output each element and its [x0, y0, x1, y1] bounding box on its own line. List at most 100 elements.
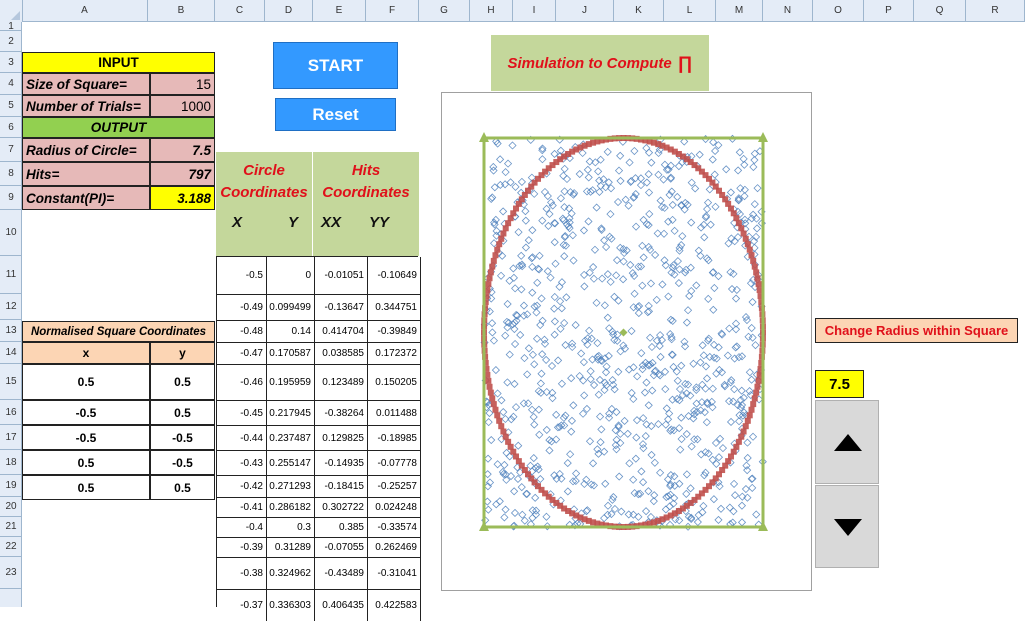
coord-cell[interactable]: -0.38: [217, 558, 267, 590]
column-header-l[interactable]: L: [664, 0, 716, 22]
coord-cell[interactable]: 0.31289: [267, 538, 315, 558]
row-header-16[interactable]: 16: [0, 400, 22, 425]
coord-cell[interactable]: -0.31041: [368, 558, 421, 590]
coord-cell[interactable]: 0.302722: [315, 498, 368, 518]
coord-cell[interactable]: 0.406435: [315, 590, 368, 621]
row-header-5[interactable]: 5: [0, 95, 22, 117]
column-header-a[interactable]: A: [22, 0, 148, 22]
coord-cell[interactable]: 0.129825: [315, 426, 368, 451]
column-header-b[interactable]: B: [148, 0, 215, 22]
coord-cell[interactable]: 0: [267, 257, 315, 295]
coord-cell[interactable]: 0.038585: [315, 343, 368, 365]
coord-cell[interactable]: 0.286182: [267, 498, 315, 518]
row-header-19[interactable]: 19: [0, 475, 22, 497]
normalised-cell[interactable]: 0.5: [22, 475, 150, 500]
constant-pi-value[interactable]: 3.188: [150, 186, 215, 210]
select-all-corner[interactable]: [0, 0, 23, 22]
size-of-square-value[interactable]: 15: [150, 73, 215, 95]
column-header-k[interactable]: K: [614, 0, 664, 22]
row-header-20[interactable]: 20: [0, 497, 22, 517]
coord-cell[interactable]: 0.024248: [368, 498, 421, 518]
coord-cell[interactable]: -0.49: [217, 295, 267, 321]
row-header-22[interactable]: 22: [0, 537, 22, 557]
coord-cell[interactable]: -0.07778: [368, 451, 421, 476]
coord-cell[interactable]: 0.172372: [368, 343, 421, 365]
row-header-6[interactable]: 6: [0, 117, 22, 138]
column-header-e[interactable]: E: [313, 0, 366, 22]
coord-cell[interactable]: -0.37: [217, 590, 267, 621]
coord-cell[interactable]: 0.324962: [267, 558, 315, 590]
coord-cell[interactable]: 0.011488: [368, 401, 421, 426]
number-of-trials-value[interactable]: 1000: [150, 95, 215, 117]
column-header-n[interactable]: N: [763, 0, 813, 22]
coord-cell[interactable]: -0.43: [217, 451, 267, 476]
row-header-11[interactable]: 11: [0, 256, 22, 294]
reset-button[interactable]: Reset: [275, 98, 396, 131]
row-header-18[interactable]: 18: [0, 450, 22, 475]
coord-cell[interactable]: 0.255147: [267, 451, 315, 476]
coord-cell[interactable]: -0.18985: [368, 426, 421, 451]
row-header-15[interactable]: 15: [0, 364, 22, 400]
coord-cell[interactable]: 0.170587: [267, 343, 315, 365]
row-header-21[interactable]: 21: [0, 517, 22, 537]
coord-cell[interactable]: -0.45: [217, 401, 267, 426]
row-header-4[interactable]: 4: [0, 73, 22, 95]
normalised-cell[interactable]: -0.5: [22, 425, 150, 450]
coord-cell[interactable]: 0.217945: [267, 401, 315, 426]
row-header-17[interactable]: 17: [0, 425, 22, 450]
normalised-cell[interactable]: -0.5: [22, 400, 150, 425]
simulation-chart[interactable]: [441, 92, 812, 591]
coord-cell[interactable]: 0.3: [267, 518, 315, 538]
row-header-23[interactable]: 23: [0, 557, 22, 589]
start-button[interactable]: START: [273, 42, 398, 89]
normalised-cell[interactable]: 0.5: [150, 400, 215, 425]
row-header-3[interactable]: 3: [0, 52, 22, 73]
column-header-o[interactable]: O: [813, 0, 864, 22]
coord-cell[interactable]: 0.336303: [267, 590, 315, 621]
coord-cell[interactable]: -0.14935: [315, 451, 368, 476]
coord-cell[interactable]: 0.237487: [267, 426, 315, 451]
column-header-r[interactable]: R: [966, 0, 1025, 22]
coord-cell[interactable]: -0.10649: [368, 257, 421, 295]
radius-of-circle-value[interactable]: 7.5: [150, 138, 215, 162]
coord-cell[interactable]: 0.262469: [368, 538, 421, 558]
coord-cell[interactable]: -0.41: [217, 498, 267, 518]
coord-cell[interactable]: 0.414704: [315, 321, 368, 343]
row-header-13[interactable]: 13: [0, 320, 22, 342]
column-header-h[interactable]: H: [470, 0, 513, 22]
coord-cell[interactable]: -0.07055: [315, 538, 368, 558]
coord-cell[interactable]: -0.48: [217, 321, 267, 343]
coord-cell[interactable]: 0.195959: [267, 365, 315, 401]
column-header-q[interactable]: Q: [914, 0, 966, 22]
coord-cell[interactable]: -0.33574: [368, 518, 421, 538]
coord-cell[interactable]: -0.38264: [315, 401, 368, 426]
coord-cell[interactable]: 0.344751: [368, 295, 421, 321]
column-header-j[interactable]: J: [556, 0, 614, 22]
radius-down-button[interactable]: [815, 485, 879, 568]
coord-cell[interactable]: -0.4: [217, 518, 267, 538]
column-header-p[interactable]: P: [864, 0, 914, 22]
coord-cell[interactable]: 0.099499: [267, 295, 315, 321]
coord-cell[interactable]: -0.13647: [315, 295, 368, 321]
radius-up-button[interactable]: [815, 400, 879, 484]
row-header-10[interactable]: 10: [0, 210, 22, 256]
coord-cell[interactable]: 0.422583: [368, 590, 421, 621]
coord-cell[interactable]: 0.385: [315, 518, 368, 538]
normalised-cell[interactable]: 0.5: [22, 450, 150, 475]
column-header-f[interactable]: F: [366, 0, 419, 22]
column-header-g[interactable]: G: [419, 0, 470, 22]
column-header-m[interactable]: M: [716, 0, 763, 22]
coord-cell[interactable]: -0.25257: [368, 476, 421, 498]
coord-cell[interactable]: -0.18415: [315, 476, 368, 498]
row-header-7[interactable]: 7: [0, 138, 22, 162]
row-header-1[interactable]: 1: [0, 21, 22, 32]
coord-cell[interactable]: -0.46: [217, 365, 267, 401]
coord-cell[interactable]: -0.39849: [368, 321, 421, 343]
coord-cell[interactable]: 0.150205: [368, 365, 421, 401]
coord-cell[interactable]: -0.42: [217, 476, 267, 498]
normalised-cell[interactable]: 0.5: [22, 364, 150, 400]
coord-cell[interactable]: 0.14: [267, 321, 315, 343]
coord-cell[interactable]: -0.39: [217, 538, 267, 558]
coord-cell[interactable]: 0.123489: [315, 365, 368, 401]
row-header-9[interactable]: 9: [0, 186, 22, 210]
